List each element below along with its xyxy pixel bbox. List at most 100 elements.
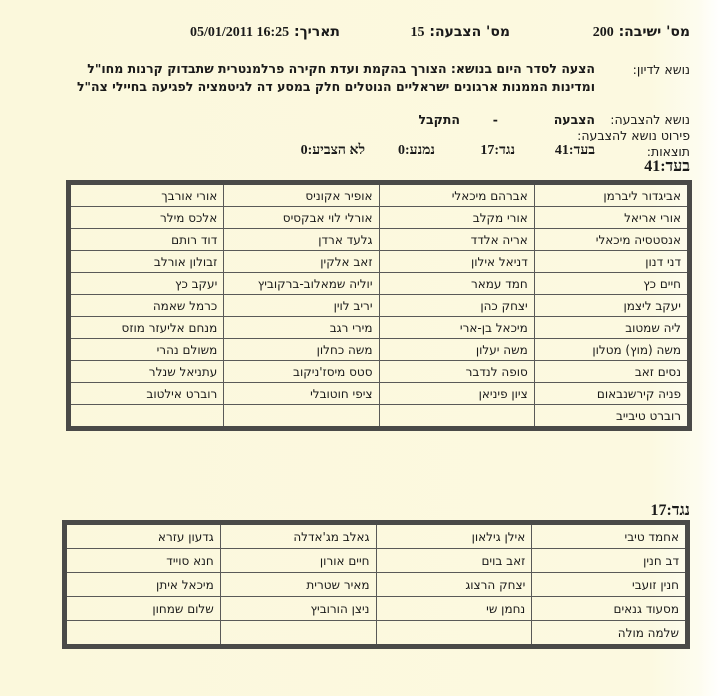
member-name-cell [375, 620, 533, 647]
member-name-cell: חיים אורון [219, 548, 377, 573]
member-name-cell: חנא סוייד [64, 548, 221, 573]
result-abstain: נמנע:0 [398, 143, 435, 158]
member-name-cell: יצחק כהן [378, 294, 535, 317]
table-row: שלמה מולה [64, 620, 688, 647]
date-value: 16:25 05/01/2011 [189, 25, 290, 40]
member-name-cell: שלום שמחון [64, 596, 221, 621]
vote-topic-sep: - [492, 112, 498, 127]
vote-detail-label: פירוט נושא להצבעה: [577, 128, 690, 143]
member-name-cell: משה כחלון [223, 338, 380, 361]
member-name-cell: רוברט אילטוב [67, 382, 225, 405]
member-name-cell: מיכאל בן-ארי [378, 316, 535, 339]
table-row: פניה קירשנבאום ציון פיניאן ציפי חוטובלי רוב… [67, 382, 691, 405]
table-row: מסעוד גנאים נחמן שי ניצן הורוביץ שלום שמחון [64, 596, 688, 621]
result-not-voted: לא הצביע:0 [300, 143, 365, 158]
table-row: אנסטסיה מיכאלי אריה אלדד גלעד ארדן דוד רותם [67, 228, 691, 251]
member-name-cell: אביגדור ליברמן [533, 182, 691, 207]
member-name-cell: חנין זועבי [531, 572, 688, 597]
member-name-cell: שלמה מולה [531, 620, 688, 647]
member-name-cell: ציון פיניאן [378, 382, 535, 405]
session-label: מס' ישיבה: [618, 24, 690, 40]
member-name-cell: גלעד ארדן [223, 228, 380, 251]
member-name-cell: דוד רותם [67, 228, 225, 251]
member-name-cell: דני דנון [533, 250, 691, 273]
member-name-cell: ליה שמטוב [533, 316, 691, 339]
member-name-cell: דב חנין [531, 548, 688, 573]
session-number: מס' ישיבה: 200 [593, 24, 690, 41]
member-name-cell: יריב לוין [223, 294, 380, 317]
member-name-cell: אורי מקלב [378, 206, 535, 229]
member-name-cell: ניצן הורוביץ [219, 596, 377, 621]
for-voters-table: אביגדור ליברמן אברהם מיכאלי אופיר אקוניס או… [66, 180, 692, 431]
member-name-cell: אורי אריאל [533, 206, 691, 229]
member-name-cell: יעקב ליצמן [533, 294, 691, 317]
table-row: דב חנין זאב בוים חיים אורון חנא סוייד [64, 548, 688, 573]
member-name-cell: גאלב מג'אדלה [219, 522, 377, 549]
member-name-cell: יוליה שמאלוב-ברקוביץ [223, 272, 380, 295]
member-name-cell [64, 620, 221, 647]
vote-date: תאריך: 16:25 05/01/2011 [190, 24, 340, 41]
member-name-cell: משה יעלון [378, 338, 535, 361]
table-row: דני דנון דניאל אילון זאב אלקין זבולון אורלב [67, 250, 691, 273]
vote-number: מס' הצבעה: 15 [410, 24, 510, 41]
member-name-cell: זבולון אורלב [67, 250, 225, 273]
member-name-cell: מיכאל איתן [64, 572, 221, 597]
session-value: 200 [592, 25, 614, 40]
result-for: בעד:41 [554, 143, 595, 158]
results-label: תוצאות: [646, 144, 690, 159]
member-name-cell: גדעון עזרא [64, 522, 221, 549]
member-name-cell: מירי רגב [223, 316, 380, 339]
member-name-cell: מסעוד גנאים [531, 596, 688, 621]
member-name-cell: זאב בוים [375, 548, 533, 573]
member-name-cell: סופה לנדבר [378, 360, 535, 383]
table-row: אחמד טיבי אילן גילאון גאלב מג'אדלה גדעון עז… [64, 522, 688, 549]
member-name-cell: דניאל אילון [378, 250, 535, 273]
member-name-cell: עתניאל שנלר [67, 360, 225, 383]
member-name-cell: יעקב כץ [67, 272, 225, 295]
table-row: משה (מוץ) מטלון משה יעלון משה כחלון משולם נ… [67, 338, 691, 361]
table-row: חיים כץ חמד עמאר יוליה שמאלוב-ברקוביץ יעקב … [67, 272, 691, 295]
member-name-cell: משה (מוץ) מטלון [533, 338, 691, 361]
against-voters-table: אחמד טיבי אילן גילאון גאלב מג'אדלה גדעון עז… [62, 520, 690, 649]
member-name-cell [223, 404, 380, 429]
member-name-cell: פניה קירשנבאום [533, 382, 691, 405]
table-row: ליה שמטוב מיכאל בן-ארי מירי רגב מנחם אליעזר… [67, 316, 691, 339]
member-name-cell [219, 620, 377, 647]
table-row: נסים זאב סופה לנדבר סטס מיסז'ניקוב עתניאל ש… [67, 360, 691, 383]
vote-label: מס' הצבעה: [429, 24, 510, 40]
member-name-cell: אלכס מילר [67, 206, 225, 229]
member-name-cell: אורי אורבך [67, 182, 225, 207]
vote-topic-value: הצבעה [553, 112, 595, 127]
member-name-cell: כרמל שאמה [67, 294, 225, 317]
against-title: נגד:17 [650, 502, 690, 519]
table-row: רוברט טיבייב [67, 404, 691, 429]
member-name-cell: אופיר אקוניס [223, 182, 380, 207]
member-name-cell: אחמד טיבי [531, 522, 688, 549]
member-name-cell: יצחק הרצוג [375, 572, 533, 597]
table-row: אורי אריאל אורי מקלב אורלי לוי אבקסיס אלכס … [67, 206, 691, 229]
table-row: חנין זועבי יצחק הרצוג מאיר שטרית מיכאל איתן [64, 572, 688, 597]
member-name-cell: אריה אלדד [378, 228, 535, 251]
subject-label: נושא לדיון: [632, 62, 690, 77]
member-name-cell: מנחם אליעזר מוזס [67, 316, 225, 339]
member-name-cell: סטס מיסז'ניקוב [223, 360, 380, 383]
member-name-cell: אנסטסיה מיכאלי [533, 228, 691, 251]
for-title: בעד:41 [644, 158, 690, 175]
member-name-cell: זאב אלקין [223, 250, 380, 273]
result-against: נגד:17 [480, 143, 515, 158]
member-name-cell: ציפי חוטובלי [223, 382, 380, 405]
member-name-cell [378, 404, 535, 429]
vote-value: 15 [410, 25, 425, 40]
subject-text: הצעה לסדר היום בנושא: הצורך בהקמת ועדת ח… [76, 61, 595, 94]
vote-topic-result: התקבל [418, 112, 460, 127]
member-name-cell: רוברט טיבייב [533, 404, 691, 429]
member-name-cell: חמד עמאר [378, 272, 535, 295]
member-name-cell: נחמן שי [375, 596, 533, 621]
member-name-cell: אברהם מיכאלי [378, 182, 535, 207]
member-name-cell: אילן גילאון [375, 522, 533, 549]
member-name-cell: אורלי לוי אבקסיס [223, 206, 380, 229]
member-name-cell: מאיר שטרית [219, 572, 377, 597]
member-name-cell: חיים כץ [533, 272, 691, 295]
date-label: תאריך: [294, 24, 340, 40]
table-row: אביגדור ליברמן אברהם מיכאלי אופיר אקוניס או… [67, 182, 691, 207]
